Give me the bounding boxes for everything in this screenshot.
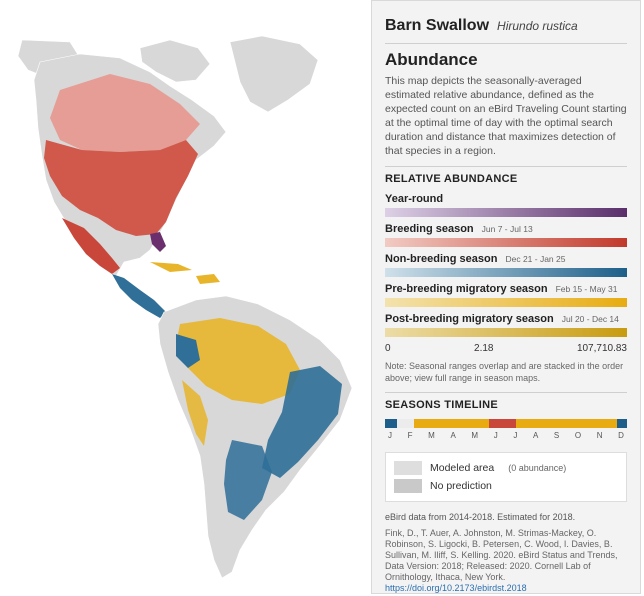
no-prediction-swatch [394,479,422,493]
season-color-bar [385,328,627,337]
nonbreeding-range-east [262,366,342,478]
central-america [112,274,166,318]
season-label: Pre-breeding migratory season [385,283,548,295]
modeled-label: Modeled area [430,462,495,474]
citation-text: Fink, D., T. Auer, A. Johnston, M. Strim… [385,528,618,582]
scale-mid: 2.18 [474,343,494,354]
breeding-range-main [44,140,198,236]
species-name: Barn Swallow [385,17,490,34]
month-label: A [450,431,456,440]
season-label: Breeding season [385,223,474,235]
season-item: Breeding season Jun 7 - Jul 13 [385,223,627,247]
month-label: J [493,431,498,440]
season-color-bar [385,268,627,277]
timeline-segment [397,419,415,428]
relative-abundance-title: RELATIVE ABUNDANCE [385,173,518,185]
seasons-timeline-title: SEASONS TIMELINE [385,399,498,411]
modeled-sub: (0 abundance) [508,463,567,473]
month-label: S [553,431,560,440]
season-label: Non-breeding season [385,253,498,265]
month-label: F [407,431,413,440]
month-label: N [596,431,603,440]
season-row: Post-breeding migratory season Jul 20 - D… [385,313,627,325]
season-color-bar [385,208,627,217]
season-row: Non-breeding season Dec 21 - Jan 25 [385,253,627,265]
season-color-bar [385,238,627,247]
legend-no-prediction: No prediction [394,477,618,495]
info-panel: Barn Swallow Hirundo rustica Abundance T… [371,0,641,594]
arctic-islands [139,39,211,83]
breeding-range-mexico [62,218,120,274]
migration-range-south [176,318,300,404]
timeline-segment [515,419,618,428]
season-range: Jul 20 - Dec 14 [561,314,619,324]
nonbreeding-range-west [176,334,200,368]
seasons-timeline [385,419,627,428]
season-range: Jun 7 - Jul 13 [481,224,533,234]
scale-min: 0 [385,343,391,354]
month-label: D [618,431,624,440]
no-prediction-label: No prediction [430,480,492,492]
season-legend: Year-round Breeding season Jun 7 - Jul 13 N… [385,193,627,337]
season-range: Feb 15 - May 31 [555,284,618,294]
nonbreeding-range-south [224,440,272,520]
florida [150,232,166,252]
month-label: M [471,431,479,440]
timeline-segment [489,419,516,428]
month-label: O [574,431,582,440]
season-item: Year-round [385,193,627,217]
modeled-swatch [394,461,422,475]
migration-range-andes [182,380,208,446]
season-range: Dec 21 - Jan 25 [505,254,566,264]
abundance-description: This map depicts the seasonally-averaged… [385,75,627,157]
month-label: A [532,431,539,440]
divider [385,166,627,167]
range-map[interactable] [0,0,370,596]
scale-max: 107,710.83 [576,343,627,354]
season-label: Year-round [385,193,444,205]
season-row: Breeding season Jun 7 - Jul 13 [385,223,627,235]
citation: Fink, D., T. Auer, A. Johnston, M. Strim… [385,528,627,594]
abundance-heading: Abundance [385,50,478,69]
scientific-name: Hirundo rustica [497,19,578,33]
divider [385,392,627,393]
seasons-note: Note: Seasonal ranges overlap and are st… [385,361,624,383]
season-color-bar [385,298,627,307]
timeline-segment [414,419,490,428]
species-title-row: Barn Swallow Hirundo rustica [385,17,627,35]
greenland-landmass [229,35,319,113]
season-row: Pre-breeding migratory season Feb 15 - Ma… [385,283,627,295]
timeline-segment [617,419,627,428]
season-label: Post-breeding migratory season [385,313,554,325]
hispaniola [196,274,220,284]
season-item: Pre-breeding migratory season Feb 15 - Ma… [385,283,627,307]
doi-link[interactable]: https://doi.org/10.2173/ebirdst.2018 [385,583,527,593]
map-legend: Modeled area (0 abundance) No prediction [385,452,627,502]
breeding-range-north [50,74,200,152]
legend-modeled-area: Modeled area (0 abundance) [394,459,618,477]
season-item: Post-breeding migratory season Jul 20 - D… [385,313,627,337]
divider [385,43,627,44]
timeline-segment [385,419,398,428]
cuba [150,262,192,272]
month-label: J [388,431,392,440]
season-row: Year-round [385,193,627,205]
month-label: J [513,431,518,440]
data-note: eBird data from 2014-2018. Estimated for… [385,512,576,522]
month-label: M [428,431,435,440]
abundance-scale: 0 2.18 107,710.83 [385,343,627,354]
season-item: Non-breeding season Dec 21 - Jan 25 [385,253,627,277]
